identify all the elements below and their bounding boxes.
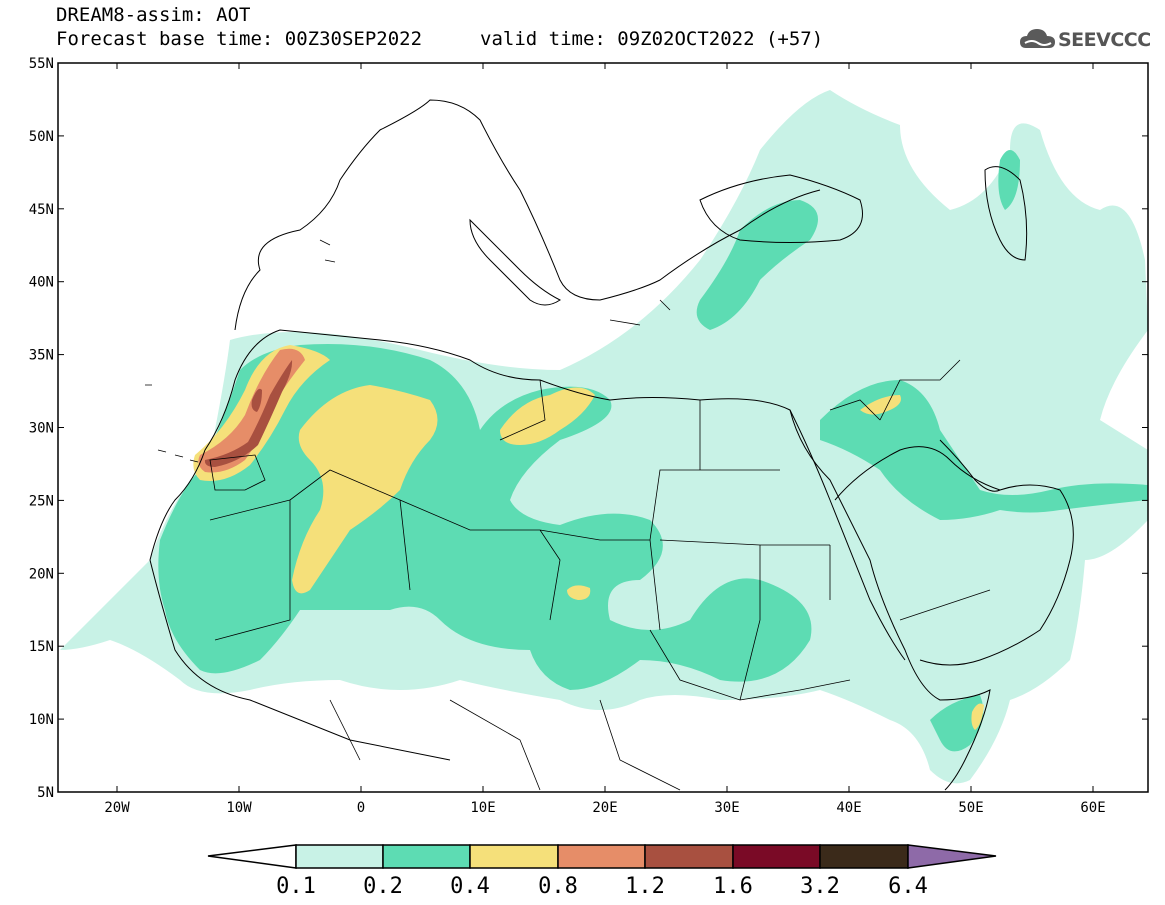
lat-label: 5N: [37, 785, 54, 801]
arabia-coast: [834, 446, 1074, 666]
forecast-base-time: Forecast base time: 00Z30SEP2022: [56, 28, 423, 50]
east-africa-borders: [329, 629, 851, 791]
aot-band-1-2-b: [251, 388, 262, 412]
lat-label: 40N: [29, 275, 54, 291]
valid-time: valid time: 09Z02OCT2022 (+57): [480, 28, 824, 50]
lat-label: 10N: [29, 712, 54, 728]
aot-band-1-2: [204, 360, 293, 467]
colorbar-label: 0.2: [363, 874, 403, 899]
colorbar-bin-4: [644, 844, 734, 869]
islands: [145, 239, 671, 463]
aot-field: [60, 90, 1148, 784]
colorbar-bin-1: [382, 844, 471, 869]
lat-label: 50N: [29, 129, 54, 145]
colorbar-under-triangle: [207, 844, 297, 869]
lon-label: 30E: [714, 800, 739, 816]
colorbar-bin-2: [469, 844, 559, 869]
aot-band-0-8: [198, 348, 305, 473]
colorbar-label: 1.2: [625, 874, 665, 899]
colorbar-over-triangle: [907, 844, 997, 869]
colorbar-bin-5: [732, 844, 821, 869]
persian-gulf: [939, 439, 1001, 492]
logo-text: SEEVCCC: [1058, 29, 1151, 51]
lon-label: 20W: [104, 800, 130, 816]
lon-label: 50E: [958, 800, 983, 816]
seevccc-logo: SEEVCCC: [1018, 24, 1151, 56]
lat-label: 55N: [29, 56, 54, 72]
colorbar-bin-3: [557, 844, 646, 869]
lon-label: 40E: [836, 800, 861, 816]
colorbar-label: 3.2: [800, 874, 840, 899]
europe-coastline: [234, 99, 821, 331]
colorbar-label: 0.4: [450, 874, 490, 899]
colorbar-label: 6.4: [888, 874, 928, 899]
lat-label: 45N: [29, 202, 54, 218]
aot-band-0-4-sahara: [292, 385, 438, 594]
lat-label: 15N: [29, 639, 54, 655]
red-sea: [789, 409, 906, 661]
africa-coastline: [149, 329, 991, 791]
caspian-sea: [984, 166, 1028, 261]
lon-label: 0: [357, 800, 365, 816]
colorbar-labels: 0.1 0.2 0.4 0.8 1.2 1.6 3.2 6.4: [276, 874, 928, 899]
national-borders: [209, 359, 991, 701]
colorbar-bin-0: [295, 844, 384, 869]
lon-label: 10W: [226, 800, 252, 816]
colorbar-bin-6: [819, 844, 909, 869]
latitude-axis: 55N 50N 45N 40N 35N 30N 25N 20N 15N 10N 5N: [29, 56, 1148, 801]
colorbar-label: 1.6: [713, 874, 753, 899]
black-sea: [699, 174, 863, 243]
aot-band-0-2-somalia: [930, 695, 984, 752]
lon-label: 60E: [1080, 800, 1105, 816]
cloud-icon: [1020, 29, 1055, 48]
longitude-axis: 20W 10W 0 10E 20E 30E 40E 50E 60E: [104, 63, 1106, 816]
colorbar-label: 0.8: [538, 874, 578, 899]
model-title: DREAM8-assim: AOT: [56, 4, 251, 26]
lat-label: 25N: [29, 493, 54, 509]
aot-band-0-2-arabia: [820, 380, 1148, 520]
aot-band-0-4-libya: [500, 387, 595, 445]
aot-band-0-4-iraq: [860, 395, 901, 415]
colorbar: 0.1 0.2 0.4 0.8 1.2 1.6 3.2 6.4: [207, 844, 997, 899]
lon-label: 20E: [592, 800, 617, 816]
lat-label: 20N: [29, 566, 54, 582]
aot-band-0-2-caspian: [998, 150, 1020, 210]
lat-label: 35N: [29, 348, 54, 364]
lat-label: 30N: [29, 421, 54, 437]
italy-coast: [469, 218, 561, 306]
lon-label: 10E: [470, 800, 495, 816]
aot-band-0-4-chad: [567, 585, 591, 600]
colorbar-label: 0.1: [276, 874, 316, 899]
morocco-border: [209, 454, 266, 491]
aot-band-0-4-somalia: [971, 703, 984, 730]
coastlines: [145, 99, 1074, 791]
aot-band-0-2-turkey: [696, 200, 818, 330]
africa-south-coast: [149, 559, 451, 761]
